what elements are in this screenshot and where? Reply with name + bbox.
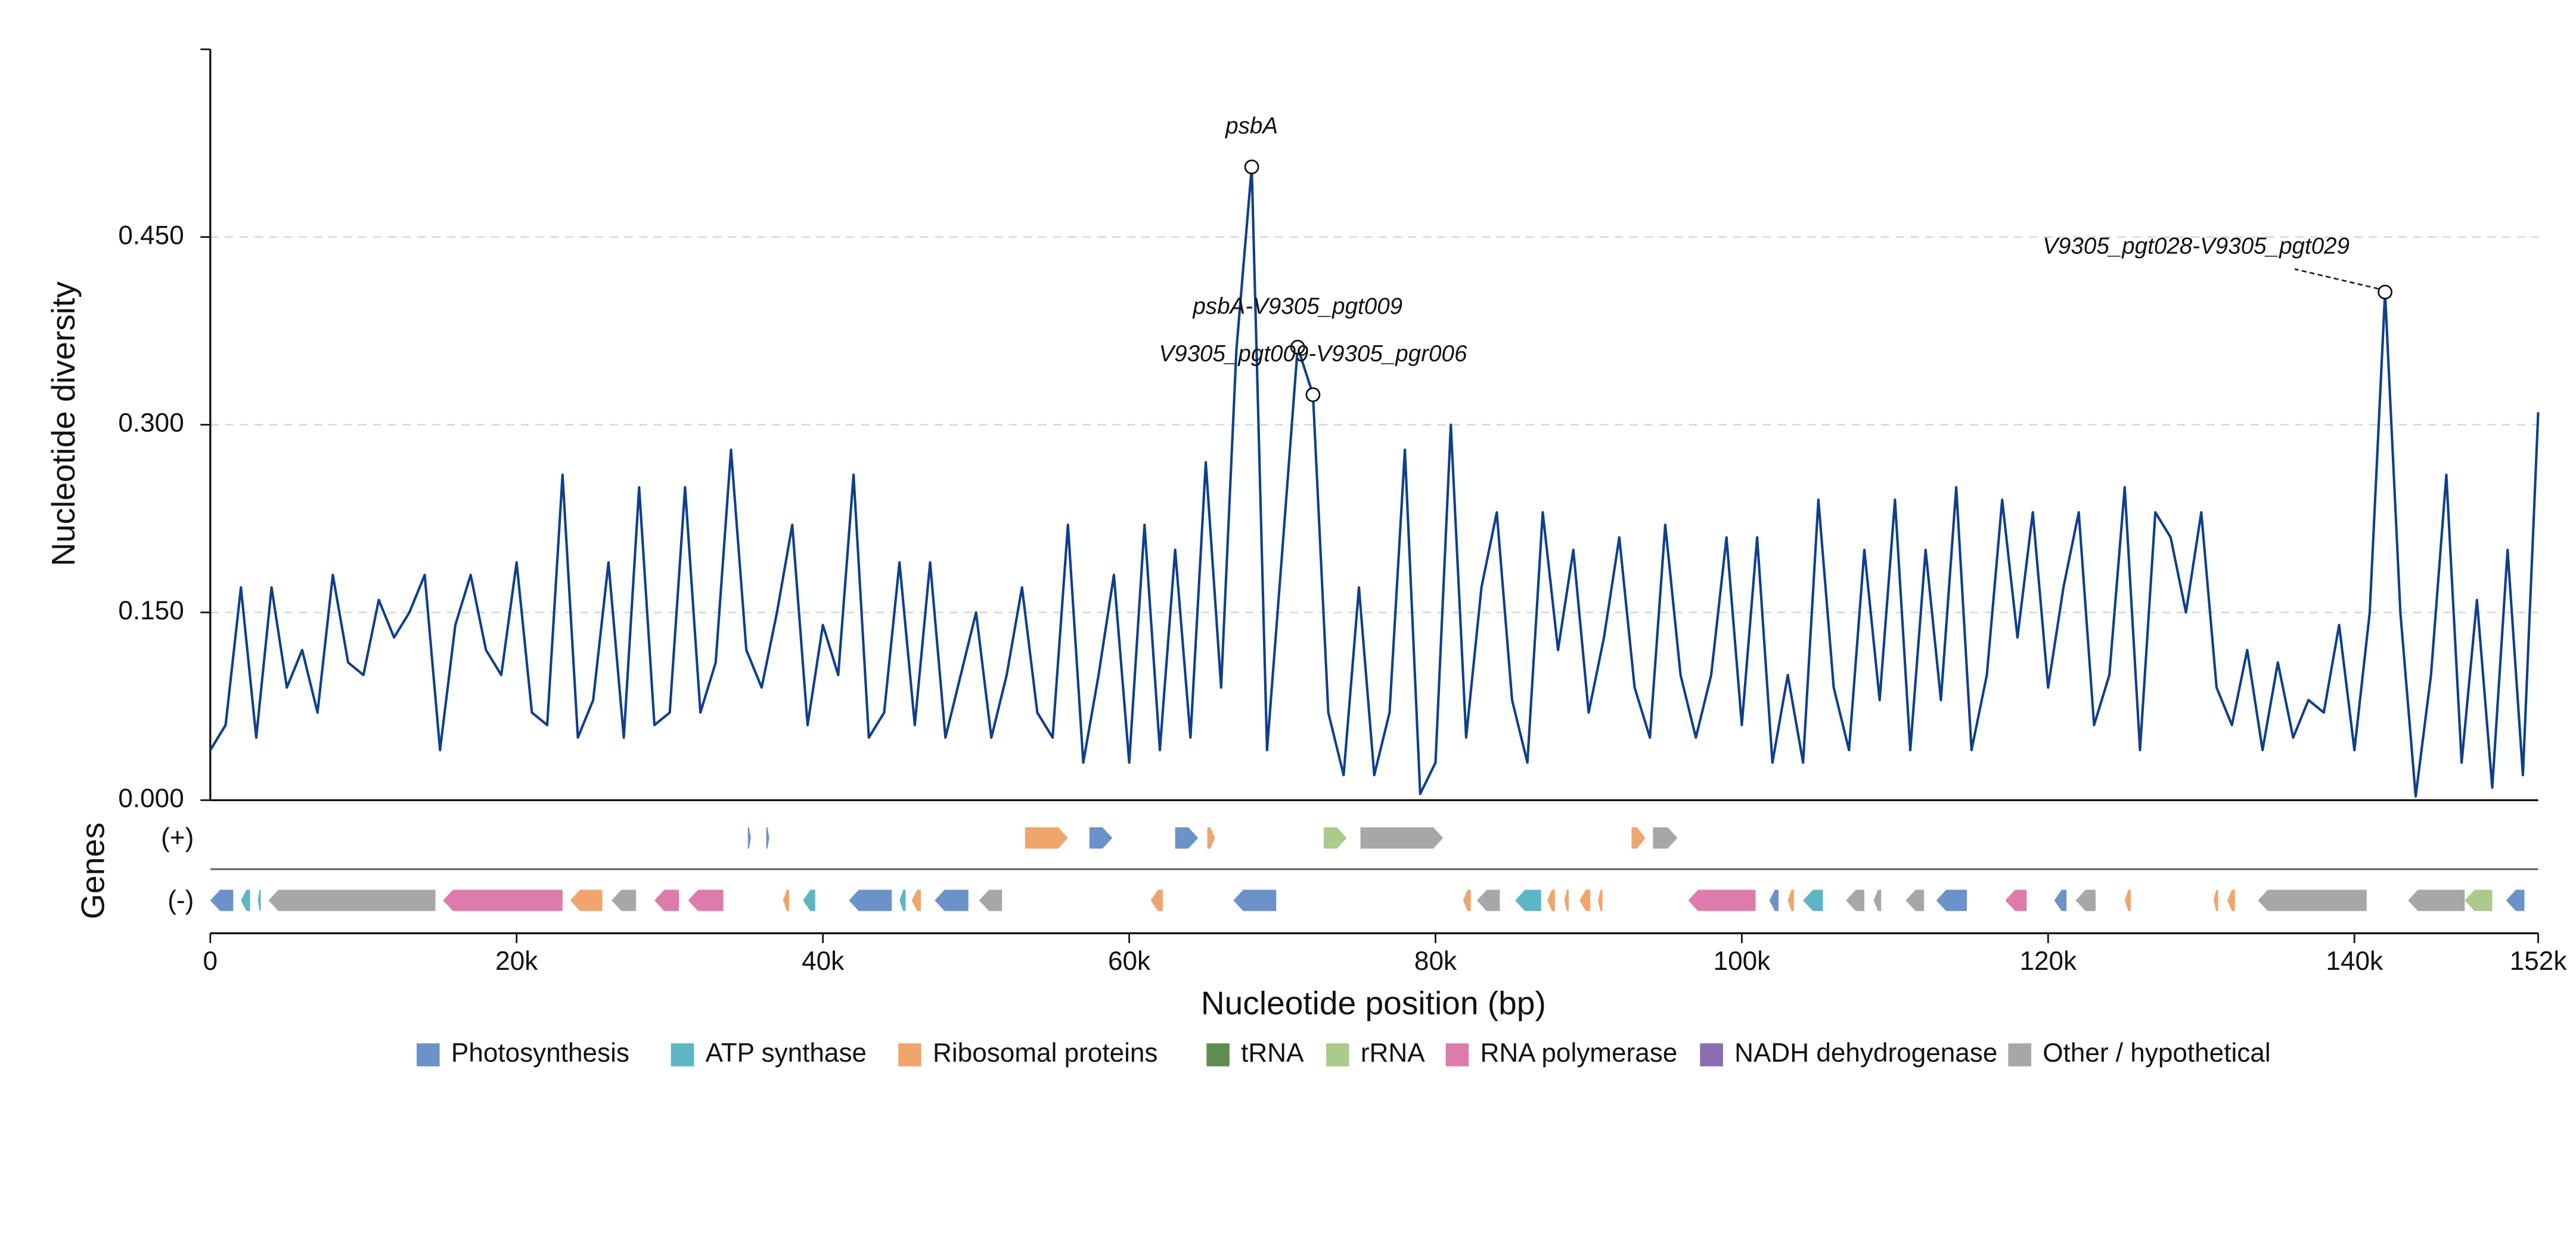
gene [2227,889,2235,911]
legend-swatch [417,1043,440,1066]
y-tick-label: 0.450 [118,221,184,250]
gene [1597,889,1603,911]
diversity-line [209,165,2540,798]
gene [2258,889,2367,911]
x-tick-label: 20k [495,947,538,976]
gene [1653,827,1678,849]
gene [1323,827,1347,849]
gene [979,889,1003,911]
gene [612,889,637,911]
annotation-label: psbA-V9305_pgt009 [1192,293,1402,319]
gene [268,889,436,911]
legend-swatch [2008,1043,2031,1066]
x-tick-label: 140k [2326,947,2383,976]
gene [1515,889,1541,911]
gene [1564,889,1569,911]
legend-label: RNA polymerase [1480,1038,1677,1068]
legend-label: tRNA [1241,1038,1304,1068]
gene [803,889,815,911]
gene [2054,889,2067,911]
annotation-label: V9305_pgt009-V9305_pgr006 [1159,341,1467,367]
y-tick-label: 0.000 [118,784,184,813]
gene [1873,889,1882,911]
legend-swatch [1700,1043,1723,1066]
legend-swatch [1326,1043,1349,1066]
gene [766,827,769,849]
gene [1207,827,1215,849]
x-tick-label: 40k [802,947,845,976]
gene [1936,889,1967,911]
x-tick-label: 80k [1414,947,1457,976]
legend-swatch [1445,1043,1469,1066]
gene [783,889,790,911]
gene [210,889,234,911]
gene [2005,889,2027,911]
gene [1846,889,1864,911]
gene [2506,889,2525,911]
gene [2213,889,2218,911]
gene [1089,827,1113,849]
legend-label: rRNA [1361,1038,1425,1068]
gene [1150,889,1163,911]
gene [1233,889,1277,911]
gene [570,889,603,911]
gene [1787,889,1794,911]
gene [747,827,751,849]
gene [2465,889,2493,911]
gene [1905,889,1925,911]
gene [443,889,563,911]
gene [1579,889,1591,911]
gene [2408,889,2465,911]
gene [1769,889,1779,911]
gene [849,889,892,911]
legend-label: Photosynthesis [451,1038,629,1068]
gene [911,889,921,911]
gene [899,889,906,911]
annotation-point [2378,284,2393,300]
y-axis-title: Nucleotide diversity [45,281,82,566]
legend-swatch [1206,1043,1230,1066]
x-axis-title: Nucleotide position (bp) [1201,984,1546,1021]
x-tick-label: 0 [203,947,218,976]
y-tick-label: 0.300 [118,408,184,438]
x-tick-label: 152k [2510,947,2568,976]
gene [654,889,679,911]
annotation-point [1244,159,1259,175]
gene [688,889,724,911]
plus-strand-label: (+) [161,823,194,852]
gene [1688,889,1756,911]
legend-label: Ribosomal proteins [933,1038,1157,1068]
gene [1025,827,1068,849]
legend-swatch [671,1043,694,1066]
gene [1360,827,1444,849]
y-tick-label: 0.150 [118,596,184,625]
gene [1803,889,1823,911]
gene [1547,889,1555,911]
x-tick-label: 100k [1714,947,1771,976]
gene [2075,889,2096,911]
x-tick-label: 120k [2020,947,2078,976]
legend-label: Other / hypothetical [2043,1038,2270,1068]
legend-label: ATP synthase [706,1038,867,1068]
gene [1476,889,1500,911]
gene [1463,889,1471,911]
gene [257,889,261,911]
gene-axis-title: Genes [74,823,111,919]
legend-label: NADH dehydrogenase [1734,1038,1997,1068]
annotation-label: V9305_pgt028-V9305_pgt029 [2043,234,2350,259]
minus-strand-label: (-) [167,886,194,915]
gene [935,889,969,911]
gene [241,889,250,911]
x-tick-label: 60k [1108,947,1151,976]
legend-swatch [898,1043,921,1066]
annotation-label: psbA [1225,113,1278,139]
gene [2124,889,2131,911]
gene [1631,827,1646,849]
annotation-point [1290,339,1305,355]
gene [1175,827,1199,849]
annotation-point [1305,387,1321,402]
annotation-leader [2294,268,2379,290]
